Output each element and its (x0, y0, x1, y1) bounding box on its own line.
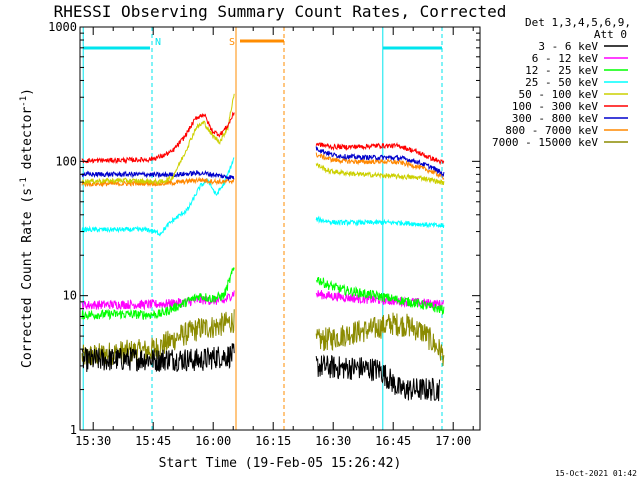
legend-header-line-2: Att 0 (594, 28, 627, 41)
y-tick-label-100: 100 (55, 154, 77, 168)
legend-label-100-300-kev: 100 - 300 keV (512, 100, 598, 113)
x-tick-label-1600: 16:00 (195, 434, 231, 448)
generation-timestamp: 15-Oct-2021 01:42 (555, 469, 637, 478)
legend-label-800-7000-kev: 800 - 7000 keV (505, 124, 598, 137)
legend-label-25-50-kev: 25 - 50 keV (525, 76, 598, 89)
legend-label-50-100-kev: 50 - 100 keV (519, 88, 599, 101)
legend-label-6-12-kev: 6 - 12 keV (532, 52, 599, 65)
series-line-300-800-kev (81, 146, 445, 182)
y-tick-label-10: 10 (63, 289, 77, 303)
legend-label-7000-15000-kev: 7000 - 15000 keV (492, 136, 598, 149)
x-tick-label-1615: 16:15 (255, 434, 291, 448)
axis-ticks: 1 10 100 1000 15:30 15:45 16:00 16:15 16:30 16:45… (48, 20, 480, 448)
series-line-25-50-kev (81, 157, 445, 237)
y-axis-label-main: Corrected Count Rate (s (20, 188, 35, 368)
annotation-s: S (229, 37, 235, 48)
chart-title: RHESSI Observing Summary Count Rates, Co… (54, 2, 507, 21)
plot-frame (79, 26, 481, 431)
x-tick-label-1545: 15:45 (135, 434, 171, 448)
series-line-3-6-kev (81, 343, 441, 402)
annotation-n: N (155, 37, 161, 48)
legend-label-3-6-kev: 3 - 6 keV (538, 40, 598, 53)
y-axis-label-sup1: -1 (19, 177, 29, 188)
x-axis-label: Start Time (19-Feb-05 15:26:42) (159, 456, 402, 471)
series-line-100-300-kev (81, 111, 445, 166)
y-axis-label: Corrected Count Rate (s-1 detector-1) (19, 88, 35, 368)
x-tick-label-1645: 16:45 (375, 434, 411, 448)
y-axis-label-mid: detector (20, 107, 35, 178)
y-tick-label-1: 1 (70, 423, 77, 437)
legend-header-line-1: Det 1,3,4,5,6,9, (525, 16, 631, 29)
y-axis-label-sup2: -1 (19, 96, 29, 107)
x-tick-label-1700: 17:00 (435, 434, 471, 448)
y-tick-label-1000: 1000 (48, 20, 77, 34)
x-tick-label-1630: 16:30 (315, 434, 351, 448)
series-line-7000-15000-kev (81, 309, 445, 367)
series-line-50-100-kev (82, 93, 445, 186)
legend-label-300-800-kev: 300 - 800 keV (512, 112, 598, 125)
x-tick-label-1530: 15:30 (75, 434, 111, 448)
series-line-12-25-kev (81, 266, 445, 321)
legend-label-12-25-kev: 12 - 25 keV (525, 64, 598, 77)
y-axis-label-end: ) (20, 88, 35, 96)
